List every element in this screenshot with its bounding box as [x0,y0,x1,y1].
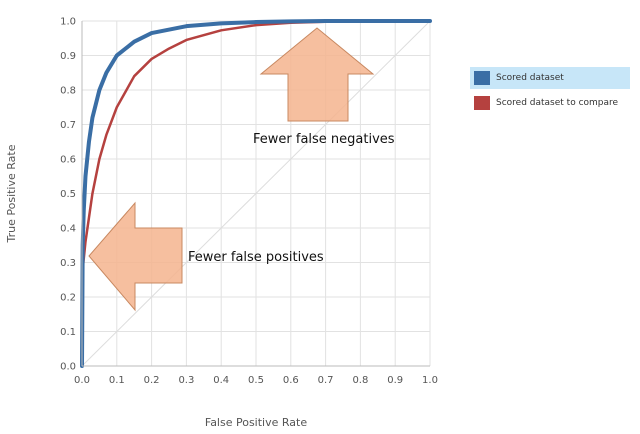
x-tick-label: 0.6 [283,375,299,386]
series-line-scored-dataset [80,19,432,368]
legend-label-scored-dataset-to-compare: Scored dataset to compare [496,98,619,108]
x-tick-label: 0.4 [213,375,229,386]
up-arrow-shape [259,27,375,122]
y-tick-label: 0.7 [60,120,76,131]
x-tick-label: 1.0 [422,375,438,386]
x-tick-label: 0.2 [144,375,160,386]
legend-swatch-scored-dataset [474,71,490,85]
x-tick-label: 0.9 [387,375,403,386]
y-tick-label: 0.5 [60,189,76,200]
legend: Scored dataset Scored dataset to compare [470,67,630,117]
x-axis-title: False Positive Rate [205,416,307,429]
x-tick-label: 0.7 [318,375,334,386]
chance-diagonal [81,20,431,367]
x-tick-label: 0.3 [178,375,194,386]
y-tick-label: 0.4 [60,224,76,235]
y-tick-label: 1.0 [60,17,76,28]
x-tick-label: 0.5 [248,375,264,386]
y-tick-label: 0.1 [60,327,76,338]
x-tick-label: 0.8 [352,375,368,386]
legend-swatch-scored-dataset-to-compare [474,96,490,110]
annotation-fewer-false-negatives: Fewer false negatives [253,132,395,147]
y-tick-label: 0.9 [60,51,76,62]
y-axis-title: True Positive Rate [5,144,18,243]
left-arrow-shape [88,201,183,312]
annotation-fewer-false-positives: Fewer false positives [188,250,324,265]
y-tick-label: 0.6 [60,155,76,166]
annotation-arrows [88,27,375,312]
axes [81,21,430,367]
y-tick-label: 0.8 [60,86,76,97]
y-tick-label: 0.0 [60,362,76,373]
x-tick-label: 0.1 [109,375,125,386]
y-tick-label: 0.2 [60,293,76,304]
tick-labels: 0.0 0.1 0.2 0.3 0.4 0.5 0.6 0.7 0.8 0.9 1.0 0.0 0.1 0… [60,17,438,387]
x-tick-label: 0.0 [74,375,90,386]
legend-item-scored-dataset-to-compare[interactable]: Scored dataset to compare [470,92,630,114]
y-tick-label: 0.3 [60,258,76,269]
legend-label-scored-dataset: Scored dataset [496,73,564,83]
series-lines [80,19,432,368]
legend-item-scored-dataset[interactable]: Scored dataset [470,67,630,89]
